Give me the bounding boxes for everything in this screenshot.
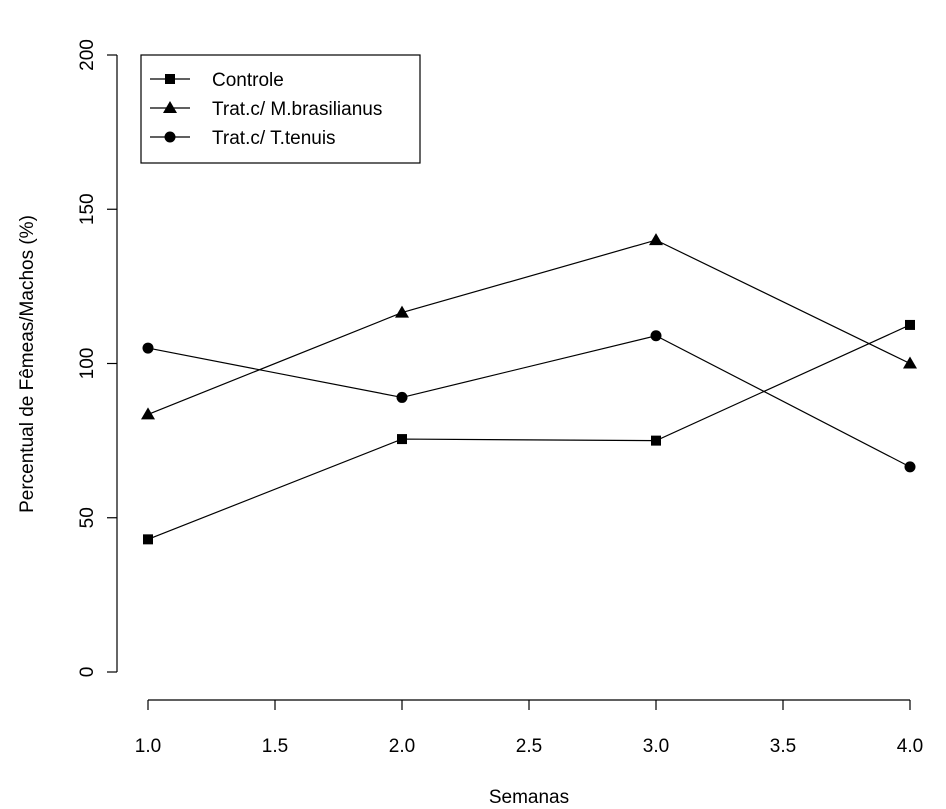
legend-box [140, 54, 421, 164]
y-tick-label: 150 [77, 193, 98, 225]
series-line [147, 239, 911, 415]
x-tick-label: 1.0 [135, 736, 161, 757]
x-axis-ticks: 1.0 1.5 2.0 2.5 3.0 3.5 4.0 [135, 700, 923, 757]
legend-items: Controle Trat.c/ M.brasilianus Trat.c/ T.t… [150, 70, 382, 149]
y-tick-label: 200 [77, 39, 98, 71]
x-tick-label: 2.5 [516, 736, 542, 757]
y-tick-label: 100 [77, 348, 98, 380]
legend-label: Controle [212, 70, 284, 91]
series-square [143, 319, 915, 545]
data-point [395, 305, 409, 318]
data-point [397, 434, 407, 445]
data-point [903, 356, 917, 369]
legend-marker [163, 101, 177, 113]
y-tick-label: 50 [77, 507, 98, 528]
x-tick-label: 3.5 [770, 736, 796, 757]
x-tick-label: 2.0 [389, 736, 415, 757]
series-triangle [141, 233, 917, 420]
x-tick-label: 4.0 [897, 736, 923, 757]
series-line [147, 335, 911, 468]
x-tick-label: 3.0 [643, 736, 669, 757]
data-point [143, 534, 153, 545]
data-point [651, 435, 661, 446]
x-axis-title: Semanas [489, 787, 569, 808]
data-point [904, 461, 916, 473]
data-point [649, 233, 663, 246]
series-line [147, 324, 911, 540]
y-tick-label: 0 [77, 667, 98, 678]
data-point [650, 330, 662, 342]
legend-item: Trat.c/ T.tenuis [150, 128, 336, 149]
legend-label: Trat.c/ M.brasilianus [212, 99, 382, 120]
x-tick-label: 1.5 [262, 736, 288, 757]
y-axis-title: Percentual de Fêmeas/Machos (%) [17, 215, 38, 513]
data-point [141, 407, 155, 420]
data-point [396, 391, 408, 403]
axes: 0 50 100 150 200 1.0 1.5 2.0 2.5 3.0 3.5 4.0 [77, 39, 923, 757]
series-circle [142, 330, 916, 473]
legend-item: Controle [150, 70, 284, 91]
legend-item: Trat.c/ M.brasilianus [150, 99, 382, 120]
legend-label: Trat.c/ T.tenuis [212, 128, 336, 149]
legend-marker [165, 74, 175, 84]
y-axis-ticks: 0 50 100 150 200 [77, 39, 117, 677]
data-point [905, 319, 915, 330]
data-point [142, 342, 154, 354]
series-layer [141, 233, 917, 545]
legend-marker [164, 131, 176, 143]
legend: Controle Trat.c/ M.brasilianus Trat.c/ T.t… [140, 54, 421, 164]
